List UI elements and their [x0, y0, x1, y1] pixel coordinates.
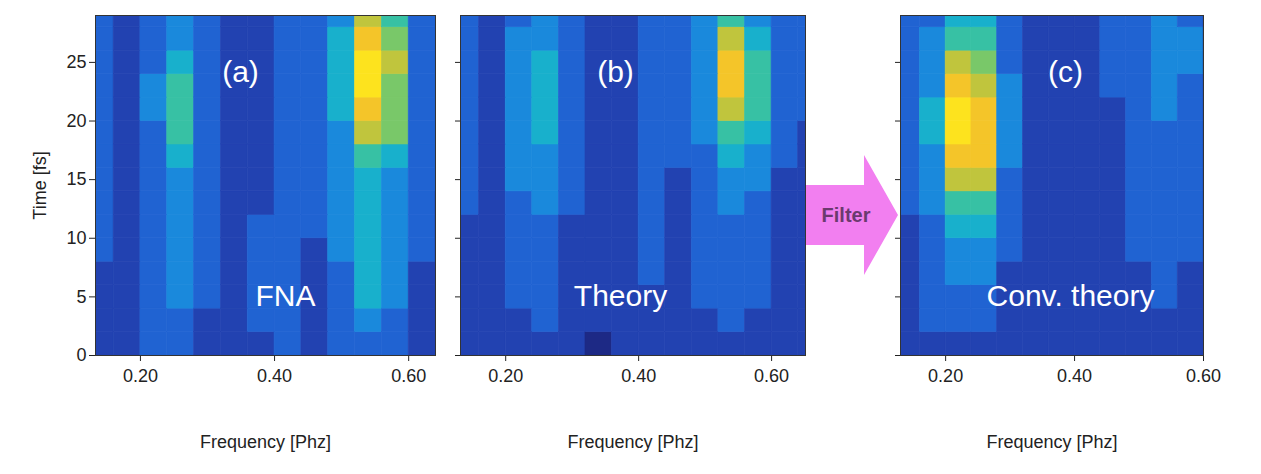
svg-text:Frequency [Phz]: Frequency [Phz] [200, 432, 331, 452]
svg-text:10: 10 [66, 228, 86, 248]
svg-text:(c): (c) [1048, 55, 1083, 88]
svg-text:0.40: 0.40 [257, 366, 292, 386]
svg-text:FNA: FNA [256, 279, 316, 312]
svg-text:0.20: 0.20 [928, 366, 963, 386]
svg-text:Conv. theory: Conv. theory [987, 279, 1155, 312]
svg-text:Time [fs]: Time [fs] [30, 151, 50, 219]
svg-text:15: 15 [66, 169, 86, 189]
svg-text:0: 0 [76, 345, 86, 365]
svg-text:25: 25 [66, 52, 86, 72]
svg-text:0.20: 0.20 [488, 366, 523, 386]
svg-text:0.60: 0.60 [1186, 366, 1221, 386]
svg-text:0.60: 0.60 [754, 366, 789, 386]
svg-text:Theory: Theory [574, 279, 667, 312]
svg-text:5: 5 [76, 287, 86, 307]
svg-text:20: 20 [66, 111, 86, 131]
svg-text:0.60: 0.60 [391, 366, 426, 386]
svg-text:Filter: Filter [822, 204, 871, 226]
svg-text:(b): (b) [597, 55, 634, 88]
svg-text:(a): (a) [222, 55, 259, 88]
svg-text:0.40: 0.40 [621, 366, 656, 386]
svg-text:Frequency [Phz]: Frequency [Phz] [567, 432, 698, 452]
svg-text:0.40: 0.40 [1057, 366, 1092, 386]
svg-text:0.20: 0.20 [123, 366, 158, 386]
svg-text:Frequency [Phz]: Frequency [Phz] [986, 432, 1117, 452]
